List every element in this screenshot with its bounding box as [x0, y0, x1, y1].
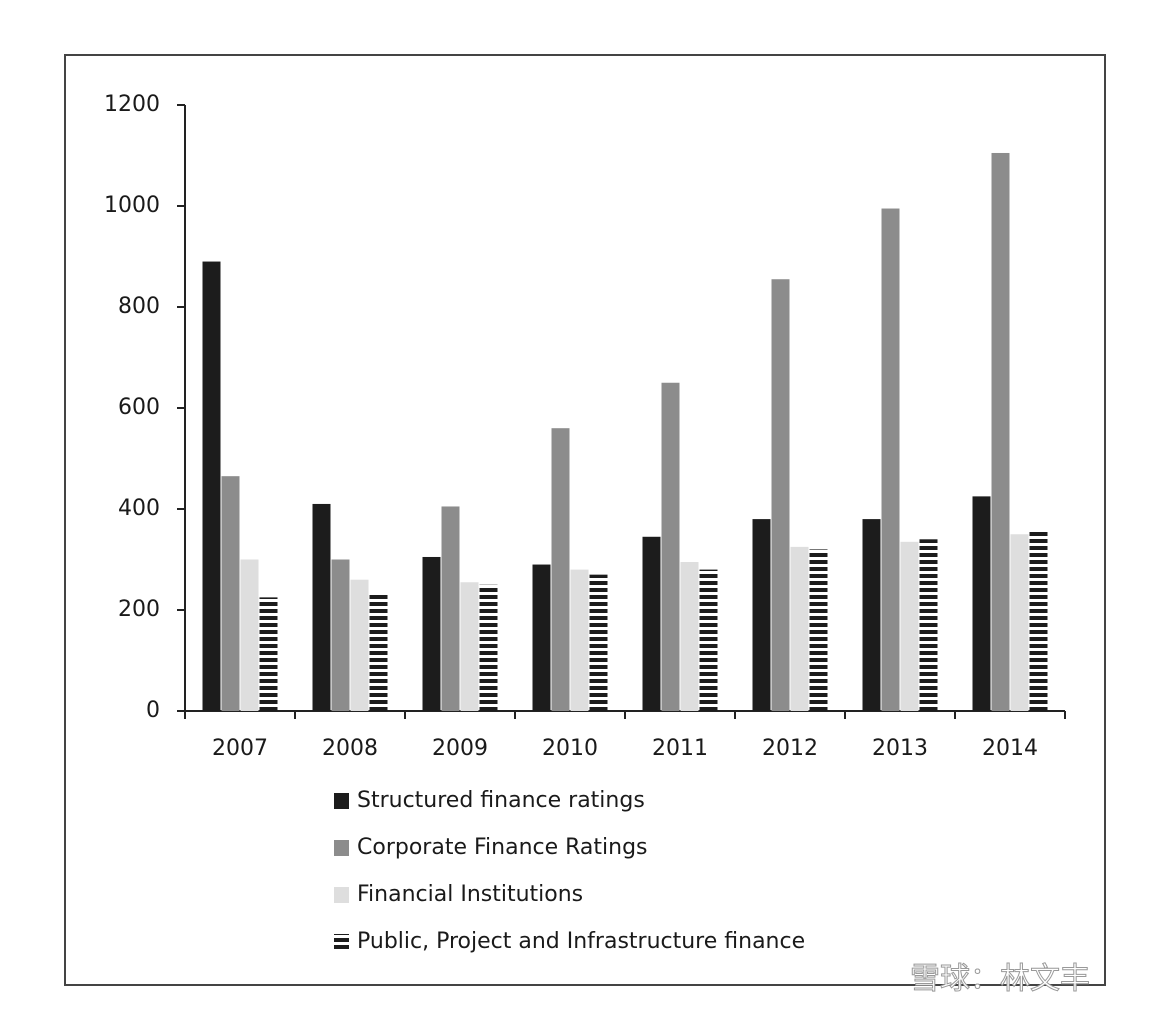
bar [881, 208, 900, 711]
bar [479, 584, 498, 711]
bar [1010, 534, 1029, 711]
x-tick-label: 2010 [542, 736, 598, 761]
bar [350, 579, 369, 711]
x-tick-label: 2007 [212, 736, 268, 761]
bar [532, 564, 551, 711]
x-tick-label: 2011 [652, 736, 708, 761]
y-tick-label: 400 [118, 496, 160, 521]
bar [900, 541, 919, 711]
bar [202, 261, 221, 711]
y-tick-label: 1000 [104, 193, 160, 218]
bar [221, 476, 240, 711]
bar [259, 597, 278, 711]
x-tick-label: 2008 [322, 736, 378, 761]
x-tick-label: 2009 [432, 736, 488, 761]
frame [64, 54, 1106, 986]
bar [862, 519, 881, 711]
x-tick-label: 2012 [762, 736, 818, 761]
bar [661, 382, 680, 711]
bar [991, 152, 1010, 712]
legend-swatch [334, 840, 349, 856]
bar [369, 592, 388, 711]
bar [460, 582, 479, 711]
bar [680, 562, 699, 711]
y-tick-label: 600 [118, 395, 160, 420]
bar [441, 506, 460, 711]
y-tick-label: 200 [118, 597, 160, 622]
bar [312, 503, 331, 711]
bar [422, 556, 441, 711]
legend-label: Structured finance ratings [357, 788, 645, 813]
bar [771, 279, 790, 711]
bar [551, 428, 570, 711]
bar [752, 519, 771, 711]
legend-swatch [334, 934, 349, 950]
watermark: 雪球：林文丰 [910, 962, 1090, 997]
legend-swatch [334, 793, 349, 809]
legend-label: Corporate Finance Ratings [357, 835, 648, 860]
bar [331, 559, 350, 711]
legend-swatch [334, 887, 349, 903]
bar [642, 536, 661, 711]
bar [699, 569, 718, 711]
bar [790, 546, 809, 711]
bar [972, 496, 991, 711]
bar [1029, 531, 1048, 711]
y-tick-label: 0 [146, 698, 160, 723]
bar [919, 539, 938, 711]
y-tick-label: 1200 [104, 92, 160, 117]
bar [570, 569, 589, 711]
bar [809, 549, 828, 711]
bar [240, 559, 259, 711]
legend-label: Financial Institutions [357, 882, 583, 907]
bar [589, 574, 608, 711]
legend-label: Public, Project and Infrastructure finan… [357, 929, 805, 954]
y-tick-label: 800 [118, 294, 160, 319]
x-tick-label: 2013 [872, 736, 928, 761]
x-tick-label: 2014 [982, 736, 1038, 761]
